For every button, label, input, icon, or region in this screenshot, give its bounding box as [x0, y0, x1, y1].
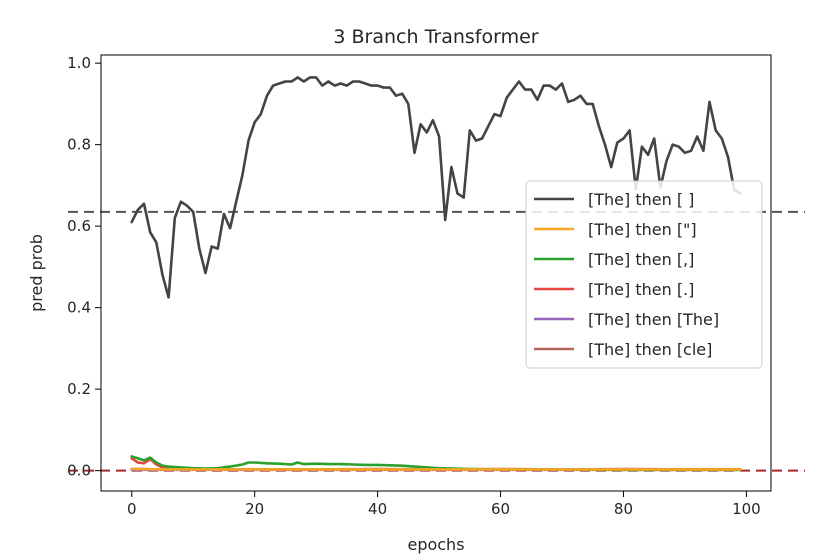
plot-frame: [100, 54, 772, 492]
y-tick-label: 0.2: [67, 380, 91, 398]
legend: [The] then [ ] [The] then ["] [The] then […: [525, 180, 763, 369]
x-tick-label: 40: [368, 500, 387, 518]
series-layer: [130, 76, 742, 472]
legend-label: [The] then [.]: [588, 280, 694, 299]
y-tick-label: 0.4: [67, 299, 91, 317]
legend-label: [The] then [cle]: [588, 340, 712, 359]
x-tick-label: 100: [732, 500, 761, 518]
y-axis: 0.0 0.2 0.4 0.6 0.8 1.0: [67, 54, 101, 480]
y-tick-label: 1.0: [67, 54, 91, 72]
series-line-1: [130, 76, 742, 299]
x-tick-label: 20: [245, 500, 264, 518]
series-line-3: [130, 455, 742, 472]
x-axis-label: epochs: [407, 535, 464, 554]
legend-label: [The] then ["]: [588, 220, 697, 239]
x-tick-label: 80: [614, 500, 633, 518]
legend-label: [The] then [ ]: [588, 190, 694, 209]
x-tick-label: 0: [127, 500, 137, 518]
x-axis: 0 20 40 60 80 100: [127, 491, 761, 518]
y-tick-label: 0.8: [67, 136, 91, 154]
chart-title: 3 Branch Transformer: [333, 26, 538, 48]
legend-label: [The] then [The]: [588, 310, 719, 329]
legend-box: [525, 180, 763, 369]
y-axis-label: pred prob: [27, 234, 46, 312]
y-tick-label: 0.0: [67, 462, 91, 480]
x-tick-label: 60: [491, 500, 510, 518]
y-tick-label: 0.6: [67, 217, 91, 235]
legend-label: [The] then [,]: [588, 250, 694, 269]
